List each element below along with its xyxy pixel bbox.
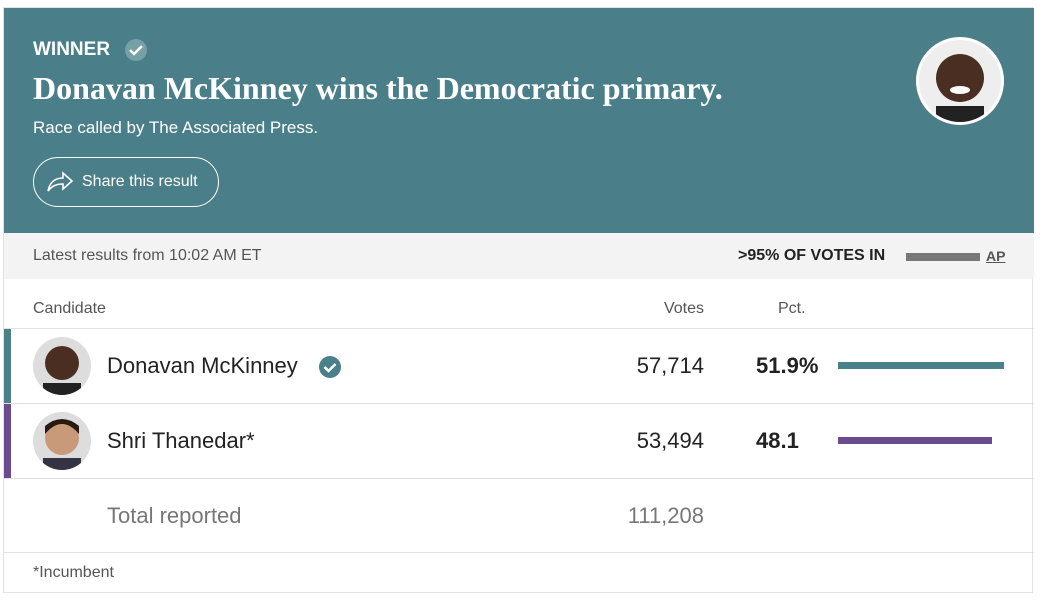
column-header: Pct. bbox=[778, 300, 806, 317]
row-accent bbox=[4, 404, 11, 479]
results-widget: WINNER Donavan McKinney wins the Democra… bbox=[3, 7, 1034, 594]
candidate-photo bbox=[33, 337, 91, 395]
total-row: Total reported 111,208 bbox=[4, 478, 1034, 553]
candidate-row: Shri Thanedar* 53,494 48.1 bbox=[4, 403, 1034, 479]
headline: Donavan McKinney wins the Democratic pri… bbox=[33, 70, 723, 106]
votes-in: >95% OF VOTES IN bbox=[738, 247, 886, 264]
face bbox=[936, 54, 984, 122]
winner-photo bbox=[916, 37, 1004, 125]
pct: 51.9% bbox=[756, 353, 819, 378]
check-icon bbox=[125, 39, 147, 61]
face bbox=[43, 346, 81, 395]
pct: 48.1 bbox=[756, 428, 799, 453]
candidate-photo bbox=[33, 412, 91, 470]
share-text: Share this result bbox=[82, 173, 198, 190]
footer: *Incumbent bbox=[4, 552, 1034, 594]
footnote: *Incumbent bbox=[33, 564, 114, 581]
row-accent bbox=[4, 329, 11, 404]
share-icon bbox=[47, 171, 74, 192]
progress-bar bbox=[906, 253, 980, 261]
latest-time: Latest results from 10:02 AM ET bbox=[33, 247, 262, 264]
share-button[interactable]: Share this result bbox=[33, 157, 219, 207]
votes: 57,714 bbox=[636, 353, 704, 378]
source: AP bbox=[986, 248, 1006, 264]
winner-header: WINNER Donavan McKinney wins the Democra… bbox=[4, 8, 1034, 233]
total-label: Total reported bbox=[107, 503, 242, 528]
column-header: Votes bbox=[663, 300, 704, 317]
check-icon bbox=[319, 356, 341, 378]
candidate-row: Donavan McKinney 57,714 51.9% bbox=[4, 328, 1034, 404]
votes: 53,494 bbox=[636, 428, 704, 453]
pct-bar bbox=[838, 437, 992, 444]
candidate-name: Donavan McKinney bbox=[107, 353, 298, 378]
winner-label: WINNER bbox=[33, 39, 111, 60]
pct-bar bbox=[838, 362, 1005, 369]
face bbox=[43, 419, 81, 470]
subline: Race called by The Associated Press. bbox=[33, 118, 319, 137]
total-votes: 111,208 bbox=[627, 503, 704, 528]
column-header: Candidate bbox=[33, 300, 106, 317]
status-bar: Latest results from 10:02 AM ET >95% OF … bbox=[4, 233, 1034, 279]
candidate-name: Shri Thanedar* bbox=[107, 428, 255, 453]
